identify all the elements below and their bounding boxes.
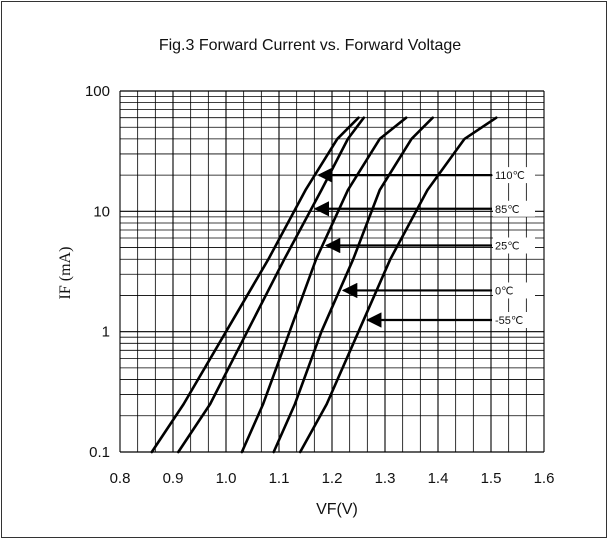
annotations: 110℃ 85℃ 25℃ 0℃ -55℃	[313, 167, 535, 329]
y-tick-label: 10	[93, 203, 110, 220]
annotation-label-bg	[493, 312, 535, 329]
annotation-label-3: 0℃	[495, 285, 513, 297]
x-tick-label: 1.6	[534, 470, 555, 487]
series-line-2	[240, 116, 408, 454]
x-axis-label: VF(V)	[316, 501, 358, 518]
series-line-0	[150, 116, 360, 454]
series-line-1	[177, 116, 366, 454]
annotation-label-bg	[493, 167, 535, 184]
x-tick-label: 1.0	[216, 470, 237, 487]
y-tick-label: 0.1	[89, 444, 110, 461]
x-tick-label: 1.3	[375, 470, 396, 487]
series-line-3	[272, 116, 435, 454]
tick-labels: 0.8 0.9 1.0 1.1 1.2 1.3 1.4 1.5 1.6 0.1 1 10 100	[85, 83, 554, 487]
y-axis-label: IF (mA)	[57, 247, 74, 300]
annotation-label-4: -55℃	[495, 315, 523, 327]
annotation-label-0: 110℃	[495, 170, 525, 182]
x-tick-label: 1.2	[322, 470, 343, 487]
x-tick-label: 0.8	[110, 470, 131, 487]
x-tick-label: 1.5	[481, 470, 502, 487]
x-tick-label: 1.1	[269, 470, 290, 487]
y-tick-label: 1	[102, 324, 110, 341]
annotation-label-bg	[493, 200, 535, 217]
chart-title: Fig.3 Forward Current vs. Forward Voltag…	[159, 37, 461, 54]
grid	[119, 90, 545, 453]
y-tick-label: 100	[85, 83, 110, 100]
series-lines	[150, 116, 498, 454]
annotation-label-1: 85℃	[495, 204, 520, 216]
x-tick-label: 1.4	[428, 470, 449, 487]
annotation-label-bg	[493, 282, 535, 299]
series-line-4	[298, 116, 498, 454]
annotation-label-2: 25℃	[495, 241, 520, 253]
x-tick-label: 0.9	[163, 470, 184, 487]
annotation-label-bg	[493, 237, 535, 254]
